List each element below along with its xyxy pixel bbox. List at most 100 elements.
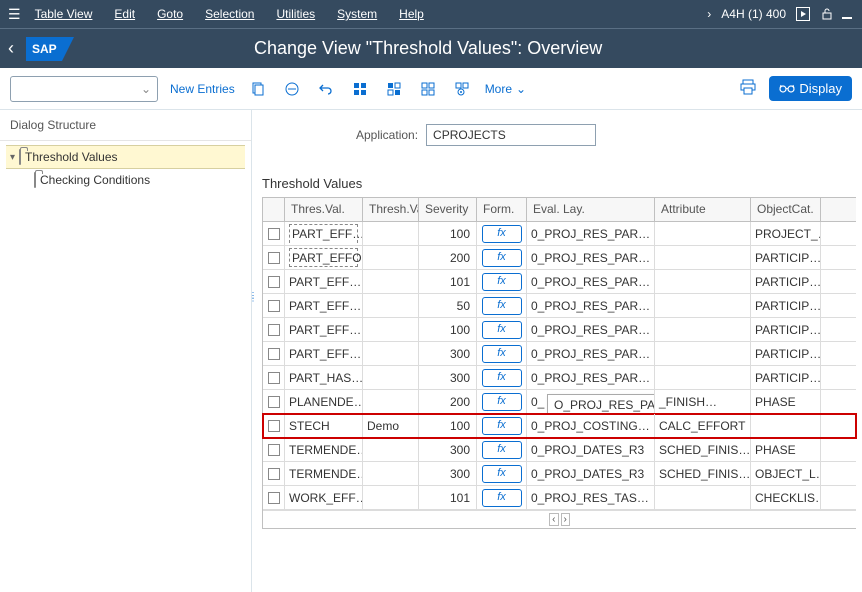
undo-icon[interactable] xyxy=(315,78,337,100)
resize-handle[interactable]: ⋮⋮ xyxy=(249,294,256,300)
cell-thresh-val-desc[interactable] xyxy=(363,438,419,461)
copy-as-icon[interactable] xyxy=(247,78,269,100)
cell-thresh-val-desc[interactable] xyxy=(363,246,419,269)
play-icon[interactable] xyxy=(796,7,810,22)
col-object-cat[interactable]: ObjectCat. xyxy=(751,198,821,221)
cell-object-cat[interactable]: PARTICIP… xyxy=(751,366,821,389)
cell-eval-layout[interactable]: 0_O_PROJ_RES_PART1 xyxy=(527,390,655,413)
fx-button[interactable]: fx xyxy=(482,441,522,459)
horizontal-scroll[interactable]: ‹ › xyxy=(263,510,856,528)
cell-eval-layout[interactable]: 0_PROJ_RES_PAR… xyxy=(527,342,655,365)
row-select-checkbox[interactable] xyxy=(263,222,285,245)
cell-severity[interactable]: 101 xyxy=(419,486,477,509)
cell-thresh-val-desc[interactable] xyxy=(363,270,419,293)
cell-thres-val[interactable]: PART_EFF… xyxy=(285,294,363,317)
row-select-checkbox[interactable] xyxy=(263,438,285,461)
cell-attribute[interactable] xyxy=(655,342,751,365)
cell-attribute[interactable]: SCHED_FINIS… xyxy=(655,462,751,485)
table-row[interactable]: TERMENDE…300fx0_PROJ_DATES_R3SCHED_FINIS… xyxy=(263,462,856,486)
row-select-checkbox[interactable] xyxy=(263,390,285,413)
cell-thres-val[interactable]: PART_EFF… xyxy=(285,222,363,245)
scroll-left-icon[interactable]: ‹ xyxy=(549,513,558,526)
menu-system[interactable]: System xyxy=(337,7,377,21)
application-field[interactable]: CPROJECTS xyxy=(426,124,596,146)
cell-severity[interactable]: 100 xyxy=(419,318,477,341)
cell-object-cat[interactable]: PARTICIP… xyxy=(751,342,821,365)
row-select-checkbox[interactable] xyxy=(263,246,285,269)
menu-help[interactable]: Help xyxy=(399,7,424,21)
table-row[interactable]: STECHDemo100fx0_PROJ_COSTING…CALC_EFFORT xyxy=(263,414,856,438)
row-select-checkbox[interactable] xyxy=(263,462,285,485)
cell-attribute[interactable] xyxy=(655,294,751,317)
row-select-checkbox[interactable] xyxy=(263,342,285,365)
cell-eval-layout[interactable]: 0_PROJ_RES_PAR… xyxy=(527,318,655,341)
cell-object-cat[interactable]: PARTICIP… xyxy=(751,294,821,317)
row-select-checkbox[interactable] xyxy=(263,414,285,437)
lock-open-icon[interactable] xyxy=(820,7,834,22)
col-form[interactable]: Form. xyxy=(477,198,527,221)
cell-eval-layout[interactable]: 0_PROJ_RES_PAR… xyxy=(527,294,655,317)
cell-object-cat[interactable]: PHASE xyxy=(751,438,821,461)
cell-attribute[interactable] xyxy=(655,246,751,269)
display-button[interactable]: Display xyxy=(769,76,852,101)
cell-thres-val[interactable]: TERMENDE… xyxy=(285,462,363,485)
tree-node-threshold-values[interactable]: ▾ Threshold Values xyxy=(6,145,245,169)
row-select-checkbox[interactable] xyxy=(263,318,285,341)
minimize-icon[interactable] xyxy=(840,7,854,22)
menu-goto[interactable]: Goto xyxy=(157,7,183,21)
menu-utilities[interactable]: Utilities xyxy=(276,7,315,21)
row-select-checkbox[interactable] xyxy=(263,486,285,509)
fx-button[interactable]: fx xyxy=(482,465,522,483)
more-button[interactable]: More⌄ xyxy=(485,82,526,96)
deselect-all-icon[interactable] xyxy=(417,78,439,100)
cell-eval-layout[interactable]: 0_PROJ_RES_PAR… xyxy=(527,246,655,269)
cell-object-cat[interactable]: PARTICIP… xyxy=(751,318,821,341)
cell-attribute[interactable] xyxy=(655,222,751,245)
cell-thresh-val-desc[interactable] xyxy=(363,294,419,317)
cell-eval-layout[interactable]: 0_PROJ_RES_PAR… xyxy=(527,222,655,245)
table-row[interactable]: PART_EFF…50fx0_PROJ_RES_PAR…PARTICIP… xyxy=(263,294,856,318)
table-row[interactable]: PART_EFF… 100 fx 0_PROJ_RES_PAR… PARTICIP… xyxy=(263,318,856,342)
cell-thres-val[interactable]: WORK_EFF… xyxy=(285,486,363,509)
cell-attribute[interactable] xyxy=(655,270,751,293)
variant-dropdown[interactable]: ⌄ xyxy=(10,76,158,102)
cell-severity[interactable]: 300 xyxy=(419,462,477,485)
cell-object-cat[interactable]: PROJECT_… xyxy=(751,222,821,245)
cell-thresh-val-desc[interactable] xyxy=(363,366,419,389)
cell-object-cat[interactable] xyxy=(751,414,821,437)
table-row[interactable]: PART_EFFOR200fx0_PROJ_RES_PAR…PARTICIP… xyxy=(263,246,856,270)
fx-button[interactable]: fx xyxy=(482,369,522,387)
fx-button[interactable]: fx xyxy=(482,417,522,435)
fx-button[interactable]: fx xyxy=(482,321,522,339)
cell-thres-val[interactable]: PART_EFF… xyxy=(285,270,363,293)
cell-thres-val[interactable]: PART_EFF… xyxy=(285,318,363,341)
row-select-checkbox[interactable] xyxy=(263,294,285,317)
cell-thresh-val-desc[interactable]: Demo xyxy=(363,414,419,437)
menu-table-view[interactable]: Table View xyxy=(35,7,93,21)
cell-thresh-val-desc[interactable] xyxy=(363,462,419,485)
cell-severity[interactable]: 300 xyxy=(419,366,477,389)
back-button[interactable]: ‹ xyxy=(8,38,14,59)
cell-thresh-val-desc[interactable] xyxy=(363,318,419,341)
cell-attribute[interactable]: CALC_EFFORT xyxy=(655,414,751,437)
cell-thres-val[interactable]: PART_HAS… xyxy=(285,366,363,389)
cell-thresh-val-desc[interactable] xyxy=(363,390,419,413)
config-icon[interactable] xyxy=(451,78,473,100)
col-thresh-val-desc[interactable]: Thresh.Val xyxy=(363,198,419,221)
cell-thres-val[interactable]: PART_EFFOR xyxy=(285,246,363,269)
cell-severity[interactable]: 100 xyxy=(419,222,477,245)
print-icon[interactable] xyxy=(739,78,757,100)
new-entries-button[interactable]: New Entries xyxy=(170,82,235,96)
delete-icon[interactable] xyxy=(281,78,303,100)
cell-eval-layout[interactable]: 0_PROJ_RES_PAR… xyxy=(527,366,655,389)
cell-attribute[interactable]: _FINISH… xyxy=(655,390,751,413)
table-row[interactable]: PART_EFF…101fx0_PROJ_RES_PAR…PARTICIP… xyxy=(263,270,856,294)
cell-object-cat[interactable]: PARTICIP… xyxy=(751,246,821,269)
cell-severity[interactable]: 300 xyxy=(419,342,477,365)
fx-button[interactable]: fx xyxy=(482,273,522,291)
collapse-icon[interactable]: ▾ xyxy=(10,152,15,163)
cell-attribute[interactable] xyxy=(655,366,751,389)
hamburger-icon[interactable]: ☰ xyxy=(8,6,21,23)
menu-edit[interactable]: Edit xyxy=(114,7,135,21)
col-attribute[interactable]: Attribute xyxy=(655,198,751,221)
